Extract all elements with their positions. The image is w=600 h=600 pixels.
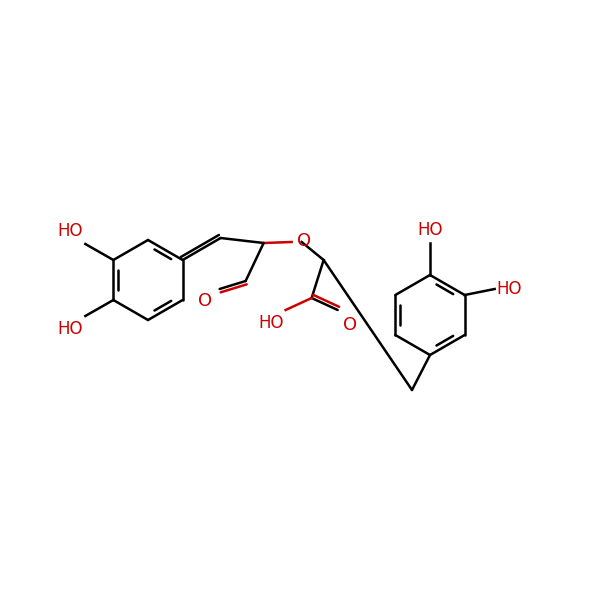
Text: HO: HO [258,314,284,332]
Text: HO: HO [417,221,443,239]
Text: HO: HO [58,320,83,338]
Text: HO: HO [58,222,83,240]
Text: HO: HO [497,280,522,298]
Text: O: O [296,232,311,250]
Text: O: O [343,316,357,334]
Text: O: O [197,292,212,310]
